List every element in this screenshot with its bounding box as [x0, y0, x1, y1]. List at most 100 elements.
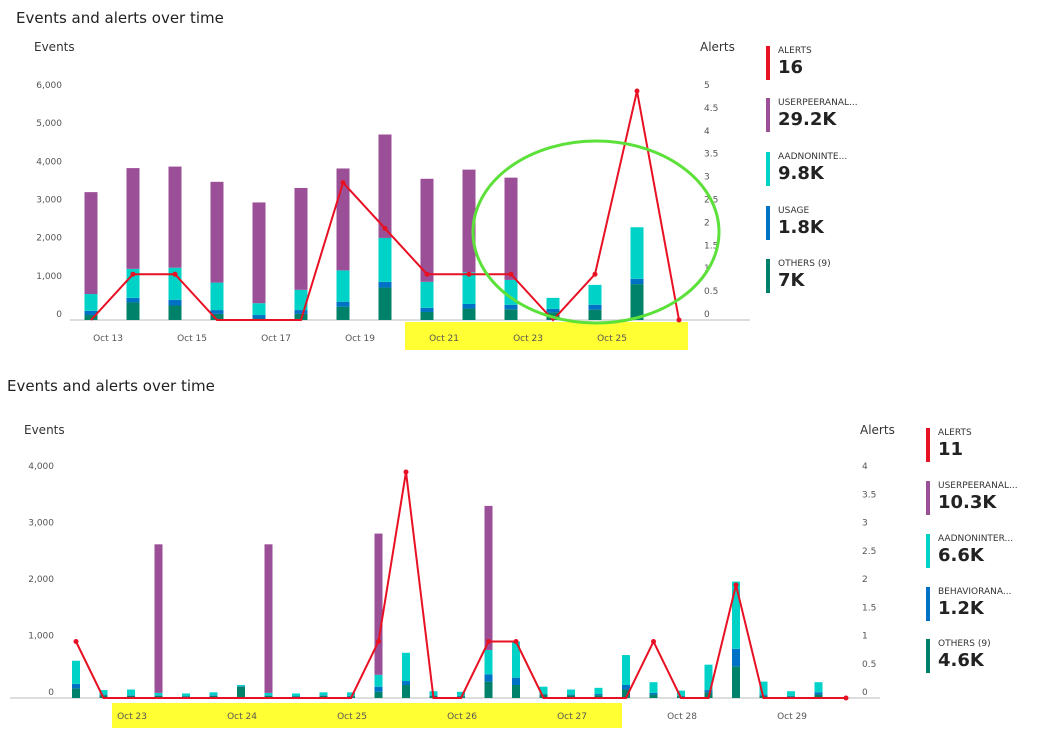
bar-userpeer — [484, 505, 493, 650]
legend-swatch — [766, 46, 770, 80]
bar-usage — [237, 686, 245, 687]
bar-usage — [252, 315, 266, 319]
y-axis-label-bottom: Events — [24, 423, 65, 437]
y-tick-label: 2,000 — [36, 234, 62, 244]
alerts-point — [172, 271, 178, 277]
legend-value: 1.2K — [938, 598, 984, 619]
bar-aad — [237, 685, 245, 687]
bar-userpeer — [462, 169, 476, 273]
bar-userpeer — [252, 202, 266, 304]
legend-swatch — [926, 534, 930, 568]
legend-value: 7K — [778, 270, 805, 291]
bar-others — [588, 309, 602, 320]
bar-usage — [630, 278, 644, 285]
alerts-point — [843, 695, 849, 701]
alerts-point — [508, 271, 514, 277]
legend-label: OTHERS (9) — [938, 639, 991, 649]
y-tick-label: 4,000 — [28, 462, 54, 472]
x-tick-label: Oct 19 — [345, 334, 375, 344]
bar-usage — [374, 686, 383, 692]
bar-others — [567, 695, 575, 698]
bar-aad — [402, 652, 410, 682]
x-tick-label: Oct 25 — [337, 712, 367, 722]
legend-item-alerts[interactable]: ALERTS 11 — [926, 428, 972, 462]
legend-label: ALERTS — [778, 46, 812, 56]
x-tick-label: Oct 26 — [447, 712, 477, 722]
bar-usage — [732, 648, 740, 667]
alerts-point — [130, 271, 136, 277]
bar-aad — [127, 689, 135, 696]
legend-item-aad[interactable]: AADNONINTE... 9.8K — [766, 152, 847, 186]
bar-aad — [588, 284, 602, 305]
bar-others — [126, 302, 140, 320]
alerts-point — [382, 225, 388, 231]
bar-others — [84, 315, 98, 320]
bar-usage — [319, 695, 328, 696]
y-tick-label: 3,000 — [36, 196, 62, 206]
x-tick-label: Oct 25 — [597, 334, 627, 344]
bar-usage — [402, 681, 410, 686]
legend-label: AADNONINTE... — [778, 152, 848, 162]
x-tick-label: Oct 17 — [261, 334, 291, 344]
bar-aad — [126, 268, 140, 298]
bar-usage — [209, 695, 218, 696]
legend-swatch — [926, 587, 930, 621]
bar-userpeer — [374, 533, 383, 675]
bar-aad — [512, 641, 520, 678]
bar-others — [237, 686, 245, 698]
bar-aad — [294, 289, 308, 311]
bar-usage — [594, 694, 603, 696]
bar-others — [127, 695, 135, 698]
bar-usage — [484, 674, 493, 682]
y2-tick-label: 3.5 — [704, 150, 718, 160]
legend-value: 29.2K — [778, 109, 837, 130]
bar-usage — [588, 304, 602, 310]
y-tick-label: 4,000 — [36, 157, 62, 167]
bar-aad — [649, 682, 658, 693]
alerts-point — [466, 271, 472, 277]
y2-tick-label: 5 — [704, 81, 710, 91]
y2-tick-label: 4 — [862, 462, 868, 472]
alerts-point — [376, 639, 381, 644]
y-tick-label: 5,000 — [36, 119, 62, 129]
legend-item-usage[interactable]: USAGE 1.8K — [766, 206, 824, 240]
bar-aad — [264, 692, 273, 696]
bar-usage — [814, 692, 823, 695]
bar-others — [336, 306, 350, 320]
bar-others — [484, 681, 493, 698]
bar-userpeer — [264, 544, 273, 693]
y-tick-label: 1,000 — [36, 272, 62, 282]
bar-aad — [292, 693, 300, 697]
bar-usage — [512, 677, 520, 686]
bar-others — [209, 695, 218, 698]
bar-others — [504, 309, 518, 320]
x-tick-label: Oct 21 — [429, 334, 459, 344]
legend-item-others[interactable]: OTHERS (9) 4.6K — [926, 639, 991, 673]
alerts-point — [424, 271, 430, 277]
bar-aad — [462, 272, 476, 304]
bar-aad — [594, 687, 603, 695]
legend-item-others[interactable]: OTHERS (9) 7K — [766, 259, 831, 293]
bar-aad — [814, 682, 823, 693]
bar-usage — [622, 685, 630, 690]
legend-item-userpeer[interactable]: USERPEERANAL... 10.3K — [926, 481, 1018, 515]
alerts-point — [513, 639, 519, 644]
bar-others — [210, 313, 224, 320]
bar-aad — [252, 303, 266, 316]
y2-tick-label: 0 — [704, 310, 710, 320]
legend-item-userpeer[interactable]: USERPEERANAL... 29.2K — [766, 98, 858, 132]
legend-item-aad[interactable]: AADNONINTER... 6.6K — [926, 534, 1013, 568]
y-tick-label: 1,000 — [28, 632, 54, 642]
bar-userpeer — [504, 177, 518, 280]
bar-aad — [209, 692, 218, 696]
chart-title-bottom: Events and alerts over time — [7, 377, 215, 395]
legend-swatch — [926, 639, 930, 673]
legend-item-alerts[interactable]: ALERTS 16 — [766, 46, 812, 80]
bar-others — [622, 689, 630, 698]
bar-aad — [787, 691, 795, 696]
y2-tick-label: 4.5 — [704, 104, 718, 114]
legend-item-usage[interactable]: BEHAVIORANA... 1.2K — [926, 587, 1011, 621]
chart-0: 01,0002,0003,0004,0005,0006,00000.511.52… — [36, 81, 750, 350]
bar-aad — [168, 267, 182, 300]
x-tick-label: Oct 29 — [777, 712, 807, 722]
